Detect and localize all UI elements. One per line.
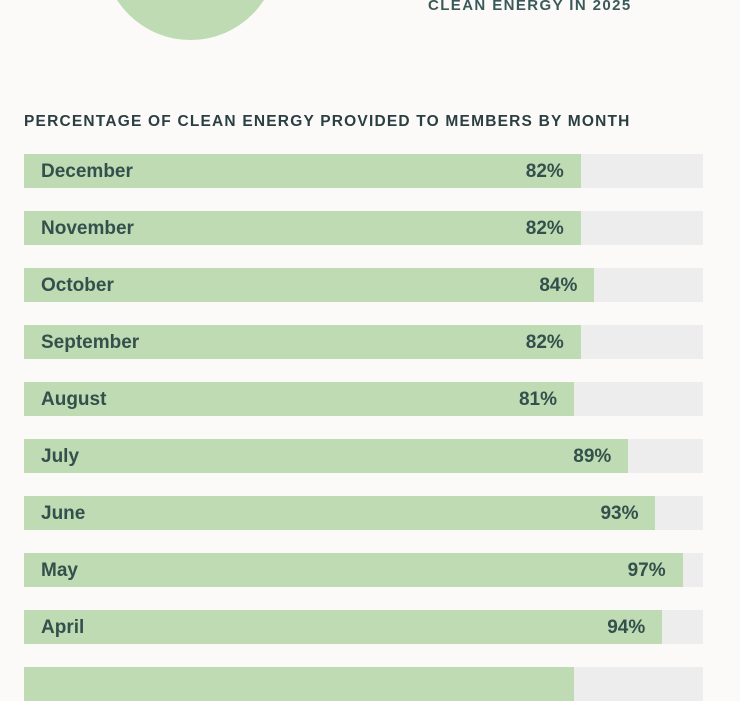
category-label: May — [41, 560, 78, 581]
bar-track — [24, 667, 703, 701]
category-label: August — [41, 389, 107, 410]
value-label: 97% — [627, 560, 666, 581]
category-label: April — [41, 617, 85, 638]
value-label: 82% — [525, 161, 564, 182]
bar — [24, 496, 656, 530]
value-label: 89% — [573, 446, 612, 467]
bar — [24, 382, 574, 416]
value-label: 82% — [525, 332, 564, 353]
bar — [24, 610, 663, 644]
value-label: 84% — [539, 275, 578, 296]
value-label: 94% — [607, 617, 646, 638]
chart-title: PERCENTAGE OF CLEAN ENERGY PROVIDED TO M… — [24, 113, 631, 130]
bar-track: May 97% — [24, 553, 703, 587]
category-label: June — [41, 503, 86, 524]
category-label: September — [41, 332, 140, 353]
category-label: December — [41, 161, 133, 182]
bar-track: November 82% — [24, 211, 703, 245]
bar — [24, 439, 629, 473]
category-label: October — [41, 275, 114, 296]
bar — [24, 211, 581, 245]
decorative-circle — [103, 0, 278, 40]
bar-track: September 82% — [24, 325, 703, 359]
value-label: 81% — [518, 389, 557, 410]
bar — [24, 325, 581, 359]
bar-track: August 81% — [24, 382, 703, 416]
category-label: July — [41, 446, 80, 467]
value-label: 93% — [600, 503, 639, 524]
bar — [24, 553, 683, 587]
bar-track: July 89% — [24, 439, 703, 473]
category-label: November — [41, 218, 134, 239]
bar — [24, 154, 581, 188]
bar — [24, 268, 595, 302]
bar — [24, 667, 574, 701]
bar-track: December 82% — [24, 154, 703, 188]
subtitle: CLEAN ENERGY IN 2025 — [428, 0, 632, 14]
bar-track: April 94% — [24, 610, 703, 644]
value-label: 82% — [525, 218, 564, 239]
bar-track: June 93% — [24, 496, 703, 530]
bar-track: October 84% — [24, 268, 703, 302]
